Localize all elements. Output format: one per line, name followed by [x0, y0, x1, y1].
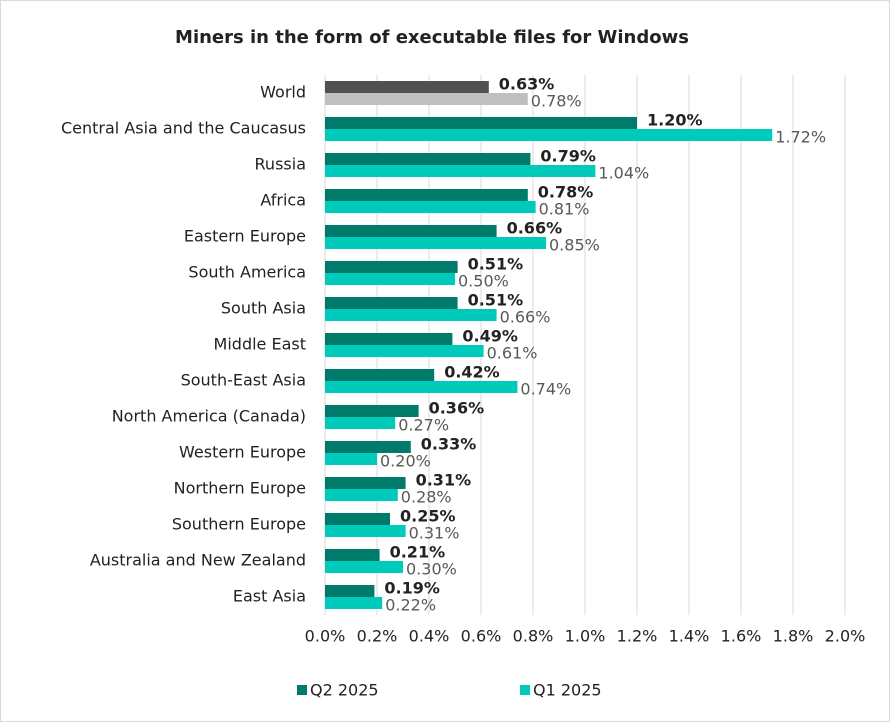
bar [325, 453, 377, 465]
y-tick-label: World [260, 83, 306, 102]
bar [325, 297, 458, 309]
data-label: 0.49% [462, 327, 518, 346]
bar [325, 189, 528, 201]
bar [325, 369, 435, 381]
bar [325, 237, 546, 249]
data-label: 0.61% [487, 344, 538, 363]
legend-label: Q1 2025 [533, 681, 602, 700]
x-tick-label: 1.6% [721, 627, 762, 646]
x-tick-label: 2.0% [825, 627, 866, 646]
x-tick-label: 1.2% [617, 627, 658, 646]
data-label: 0.78% [538, 183, 594, 202]
y-tick-label: Central Asia and the Caucasus [61, 119, 306, 138]
bar [325, 477, 406, 489]
data-label: 0.51% [468, 255, 524, 274]
data-label: 0.79% [540, 147, 596, 166]
data-label: 0.21% [390, 543, 446, 562]
data-label: 0.19% [384, 579, 440, 598]
x-tick-label: 0.4% [409, 627, 450, 646]
x-tick-label: 1.8% [773, 627, 814, 646]
data-label: 0.33% [421, 435, 477, 454]
chart-title: Miners in the form of executable files f… [175, 27, 689, 48]
bar [325, 93, 528, 105]
x-tick-label: 0.8% [513, 627, 554, 646]
data-label: 0.81% [539, 200, 590, 219]
data-label: 0.63% [499, 75, 555, 94]
bar [325, 585, 375, 597]
data-label: 0.30% [406, 560, 457, 579]
data-label: 1.20% [647, 111, 703, 130]
x-tick-label: 0.6% [461, 627, 502, 646]
legend-marker [297, 685, 307, 695]
y-tick-label: South-East Asia [181, 371, 306, 390]
data-label: 0.66% [500, 308, 551, 327]
bar [325, 549, 380, 561]
data-label: 0.20% [380, 452, 431, 471]
x-tick-label: 1.4% [669, 627, 710, 646]
data-label: 0.42% [444, 363, 500, 382]
data-label: 0.74% [520, 380, 571, 399]
data-label: 0.50% [458, 272, 509, 291]
bar [325, 441, 411, 453]
data-label: 1.72% [775, 128, 826, 147]
y-tick-label: Northern Europe [174, 479, 306, 498]
bar [325, 489, 398, 501]
bar [325, 405, 419, 417]
data-label: 0.36% [429, 399, 485, 418]
y-tick-label: Africa [260, 191, 306, 210]
x-tick-label: 0.0% [305, 627, 346, 646]
data-label: 0.28% [401, 488, 452, 507]
legend-label: Q2 2025 [310, 681, 379, 700]
data-label: 0.22% [385, 596, 436, 615]
bar [325, 345, 484, 357]
bar [325, 525, 406, 537]
y-tick-label: Australia and New Zealand [90, 551, 306, 570]
y-tick-label: South America [188, 263, 306, 282]
data-label: 0.27% [398, 416, 449, 435]
bar [325, 153, 531, 165]
bar [325, 261, 458, 273]
bar [325, 129, 773, 141]
bar [325, 561, 403, 573]
bar [325, 417, 396, 429]
bar [325, 381, 518, 393]
bar [325, 309, 497, 321]
y-tick-label: Russia [255, 155, 306, 174]
bar [325, 81, 489, 93]
data-label: 1.04% [598, 164, 649, 183]
y-tick-label: Southern Europe [172, 515, 306, 534]
bar [325, 165, 596, 177]
data-label: 0.25% [400, 507, 456, 526]
bar [325, 273, 455, 285]
bar [325, 201, 536, 213]
data-label: 0.31% [409, 524, 460, 543]
legend-marker [520, 685, 530, 695]
bar [325, 597, 383, 609]
bar [325, 513, 390, 525]
y-tick-label: South Asia [221, 299, 306, 318]
data-label: 0.51% [468, 291, 524, 310]
y-tick-label: East Asia [233, 587, 306, 606]
y-tick-label: Eastern Europe [184, 227, 306, 246]
x-tick-label: 0.2% [357, 627, 398, 646]
y-tick-label: North America (Canada) [112, 407, 306, 426]
data-label: 0.31% [416, 471, 472, 490]
data-label: 0.78% [531, 92, 582, 111]
y-tick-label: Western Europe [179, 443, 306, 462]
y-tick-label: Middle East [214, 335, 306, 354]
bar [325, 117, 637, 129]
bar [325, 225, 497, 237]
data-label: 0.85% [549, 236, 600, 255]
data-label: 0.66% [507, 219, 563, 238]
bar [325, 333, 453, 345]
x-tick-label: 1.0% [565, 627, 606, 646]
